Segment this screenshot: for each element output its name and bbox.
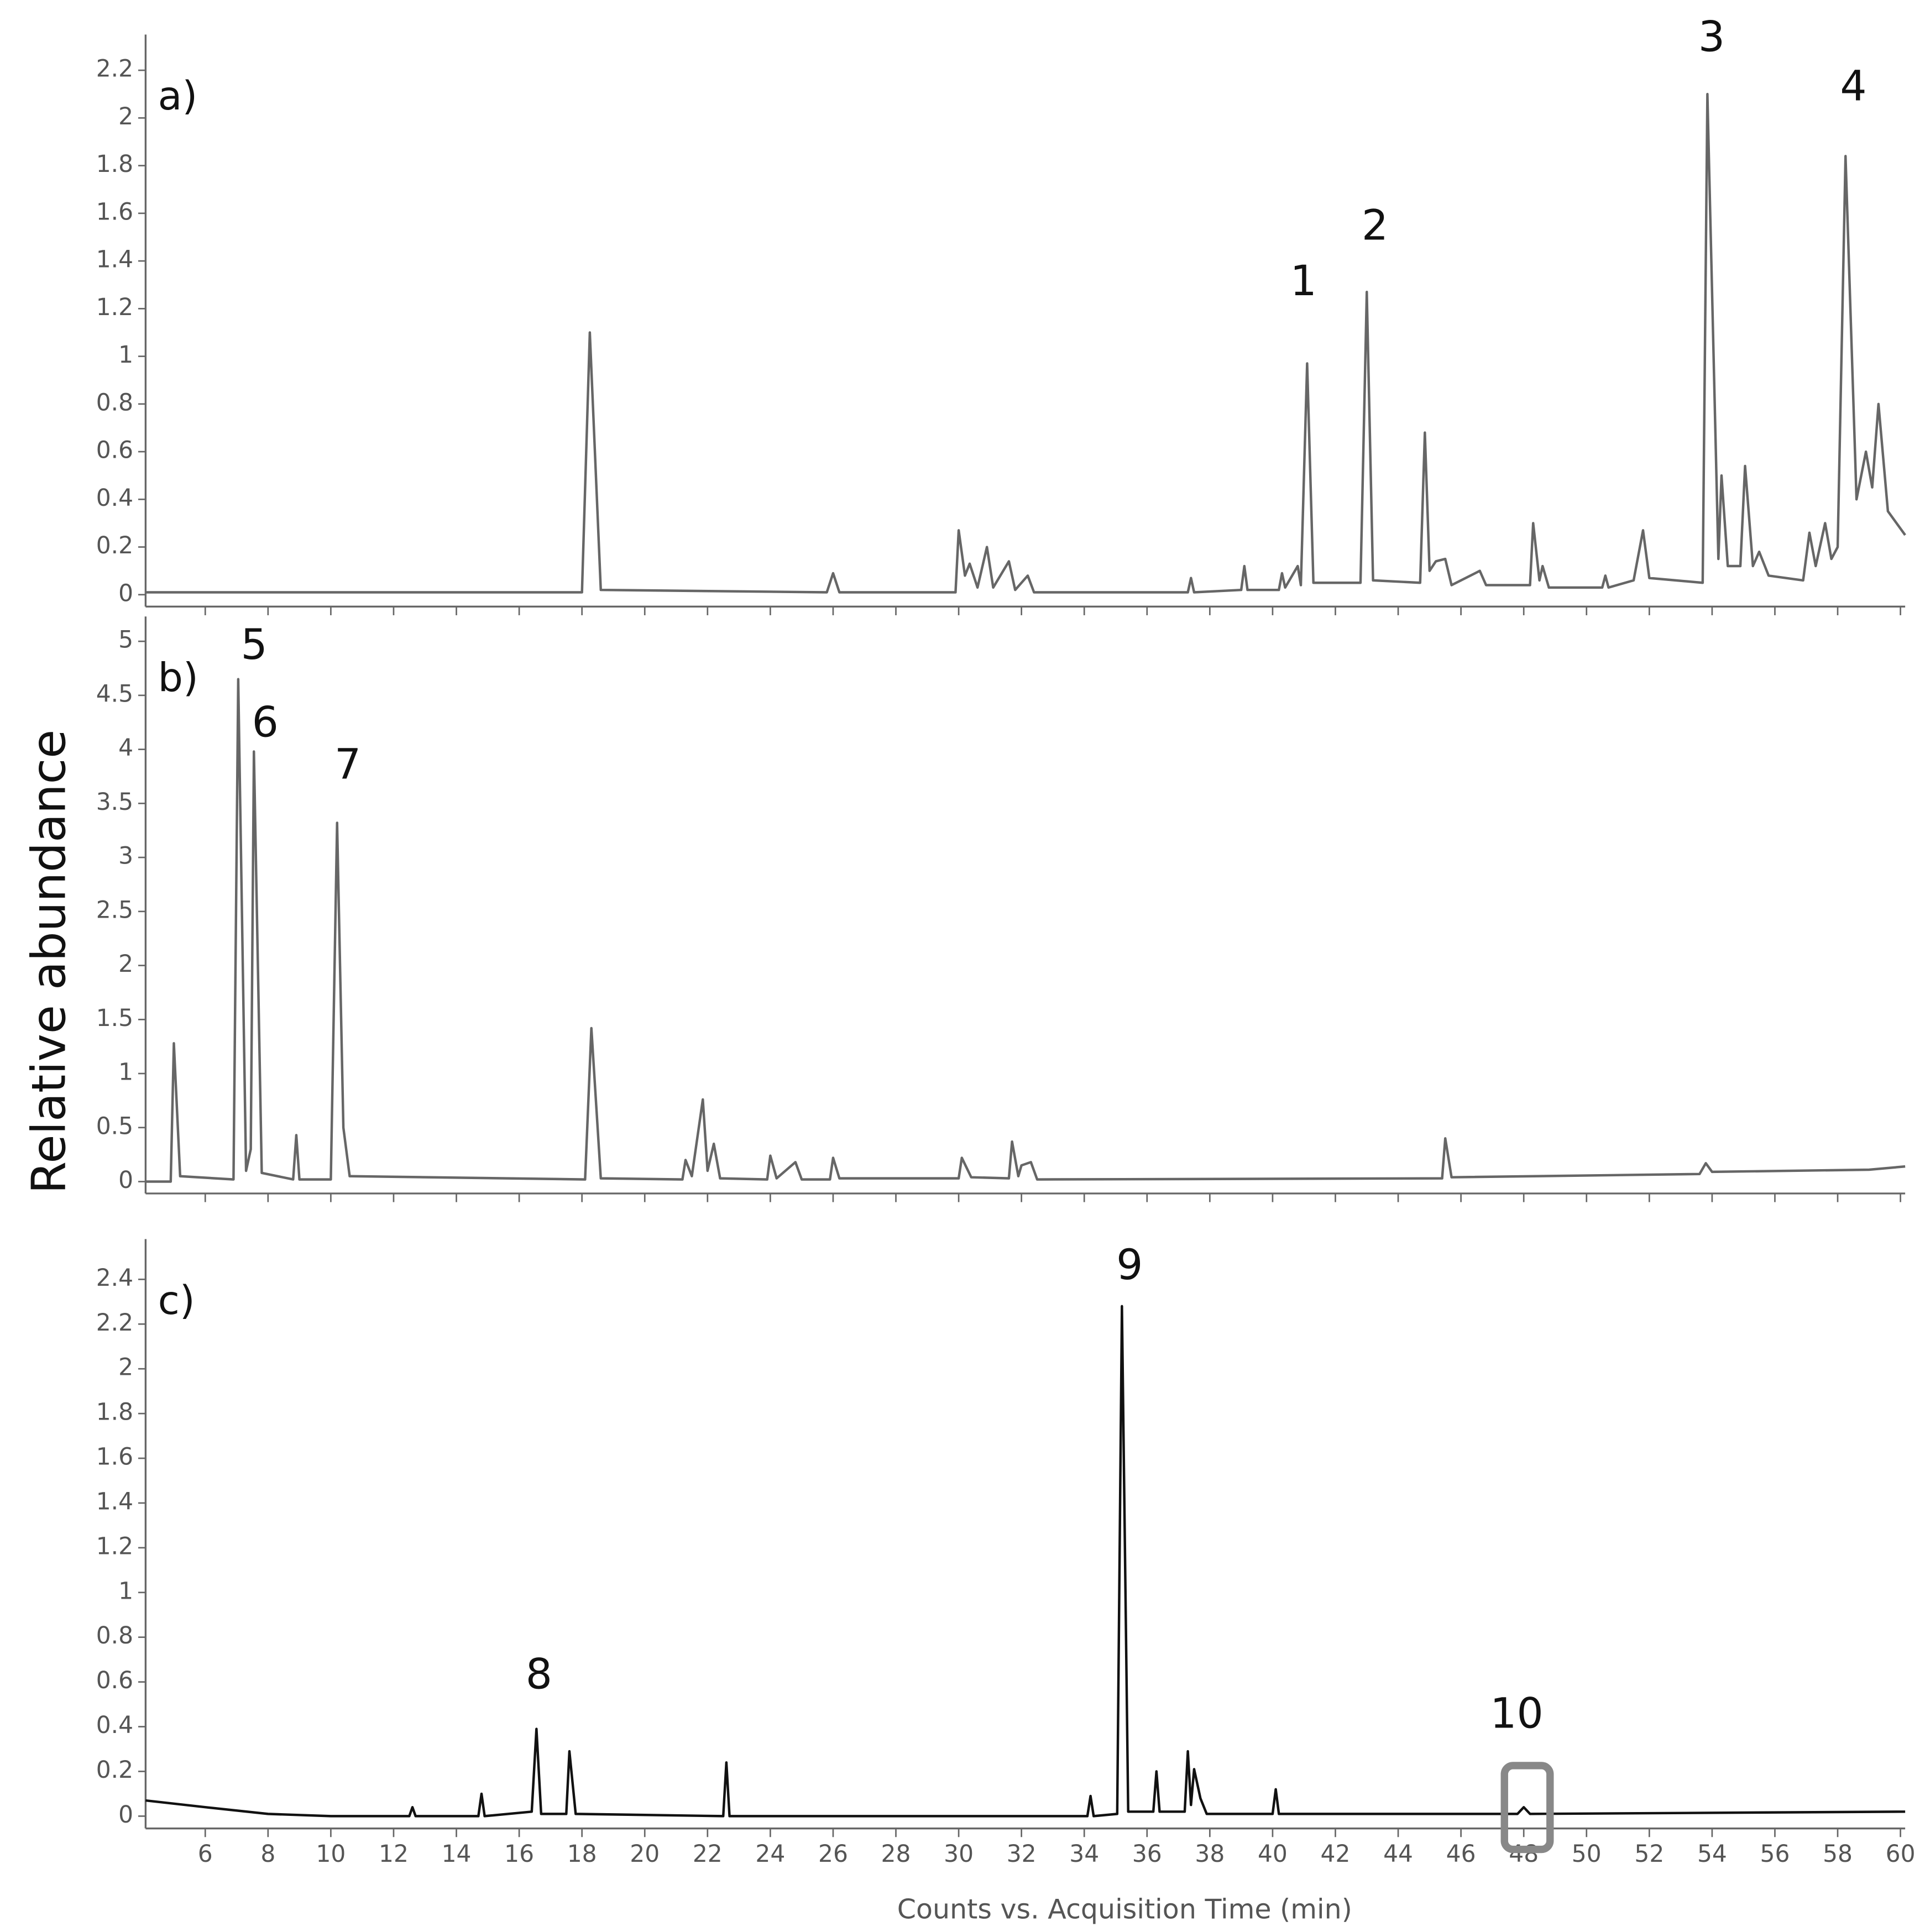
y-tick-label: 3 (118, 842, 133, 870)
peak-label: 1 (1290, 256, 1317, 305)
y-tick-label: 0.2 (96, 1756, 133, 1783)
x-tick-label: 26 (818, 1840, 848, 1867)
x-tick-label: 54 (1697, 1840, 1727, 1867)
y-tick-label: 0 (118, 1166, 133, 1193)
y-tick-label: 1.4 (96, 246, 133, 273)
peak-label: 3 (1698, 12, 1725, 61)
peak-label: 5 (241, 620, 268, 669)
x-axis-label: Counts vs. Acquisition Time (min) (897, 1893, 1352, 1925)
y-tick-label: 5 (118, 626, 133, 653)
peak-label: 8 (526, 1650, 552, 1698)
y-tick-label: 0 (118, 579, 133, 606)
y-axis-label: Relative abundance (21, 730, 76, 1194)
y-tick-label: 0.5 (96, 1112, 133, 1139)
x-tick-label: 10 (316, 1840, 346, 1867)
y-tick-label: 2 (118, 103, 133, 130)
y-tick-label: 0.4 (96, 1711, 133, 1739)
peak-label: 7 (334, 740, 361, 788)
x-tick-label: 32 (1007, 1840, 1037, 1867)
y-tick-label: 1 (118, 341, 133, 368)
trace-line (145, 678, 1906, 1183)
peak-label: 6 (252, 698, 279, 746)
y-tick-label: 2 (118, 1354, 133, 1381)
panel-label: c) (158, 1277, 195, 1323)
y-tick-label: 4.5 (96, 680, 133, 707)
x-tick-label: 8 (260, 1840, 275, 1867)
y-tick-label: 0 (118, 1801, 133, 1828)
x-tick-label: 42 (1321, 1840, 1351, 1867)
y-tick-label: 0.6 (96, 1667, 133, 1694)
y-tick-label: 1.6 (96, 1443, 133, 1470)
y-tick-label: 3.5 (96, 788, 133, 815)
x-tick-label: 20 (630, 1840, 660, 1867)
y-tick-label: 0.4 (96, 484, 133, 511)
x-tick-label: 40 (1258, 1840, 1288, 1867)
y-tick-label: 0.6 (96, 437, 133, 464)
y-tick-label: 1.2 (96, 294, 133, 321)
y-tick-label: 1.6 (96, 198, 133, 225)
x-tick-label: 44 (1383, 1840, 1413, 1867)
panel-label: b) (158, 655, 198, 701)
x-tick-label: 16 (504, 1840, 534, 1867)
x-tick-label: 52 (1634, 1840, 1664, 1867)
x-tick-label: 48 (1509, 1840, 1539, 1867)
y-tick-label: 1.5 (96, 1004, 133, 1032)
x-tick-label: 12 (379, 1840, 409, 1867)
y-tick-label: 1 (118, 1577, 133, 1604)
x-tick-label: 38 (1195, 1840, 1225, 1867)
y-tick-label: 0.8 (96, 389, 133, 416)
y-tick-label: 1.8 (96, 150, 133, 177)
x-tick-label: 60 (1886, 1840, 1916, 1867)
y-tick-label: 2.4 (96, 1264, 133, 1291)
x-tick-label: 56 (1760, 1840, 1790, 1867)
peak-label: 2 (1362, 201, 1388, 250)
highlight-box (1500, 1762, 1554, 1854)
x-tick-label: 46 (1446, 1840, 1476, 1867)
x-tick-label: 18 (567, 1840, 597, 1867)
y-tick-label: 0.2 (96, 532, 133, 559)
x-tick-label: 50 (1572, 1840, 1602, 1867)
y-tick-label: 2 (118, 950, 133, 977)
peak-label: 4 (1840, 62, 1866, 111)
peak-label: 9 (1116, 1240, 1143, 1289)
x-tick-label: 14 (442, 1840, 472, 1867)
y-tick-label: 4 (118, 734, 133, 761)
trace-line (145, 93, 1906, 594)
trace-line (145, 1305, 1906, 1818)
y-tick-label: 1.2 (96, 1532, 133, 1559)
x-tick-label: 6 (198, 1840, 213, 1867)
y-tick-label: 1.4 (96, 1488, 133, 1515)
x-tick-label: 36 (1132, 1840, 1162, 1867)
x-tick-label: 58 (1823, 1840, 1853, 1867)
y-tick-label: 1.8 (96, 1399, 133, 1426)
peak-label: 10 (1490, 1689, 1544, 1738)
y-tick-label: 2.2 (96, 55, 133, 82)
x-tick-label: 34 (1069, 1840, 1099, 1867)
y-tick-label: 2.5 (96, 896, 133, 923)
panel-label: a) (158, 73, 198, 119)
x-tick-label: 22 (693, 1840, 723, 1867)
x-tick-label: 30 (944, 1840, 974, 1867)
y-tick-label: 2.2 (96, 1309, 133, 1336)
x-tick-label: 24 (755, 1840, 785, 1867)
y-tick-label: 0.8 (96, 1622, 133, 1649)
y-tick-label: 1 (118, 1059, 133, 1086)
x-tick-label: 28 (881, 1840, 911, 1867)
